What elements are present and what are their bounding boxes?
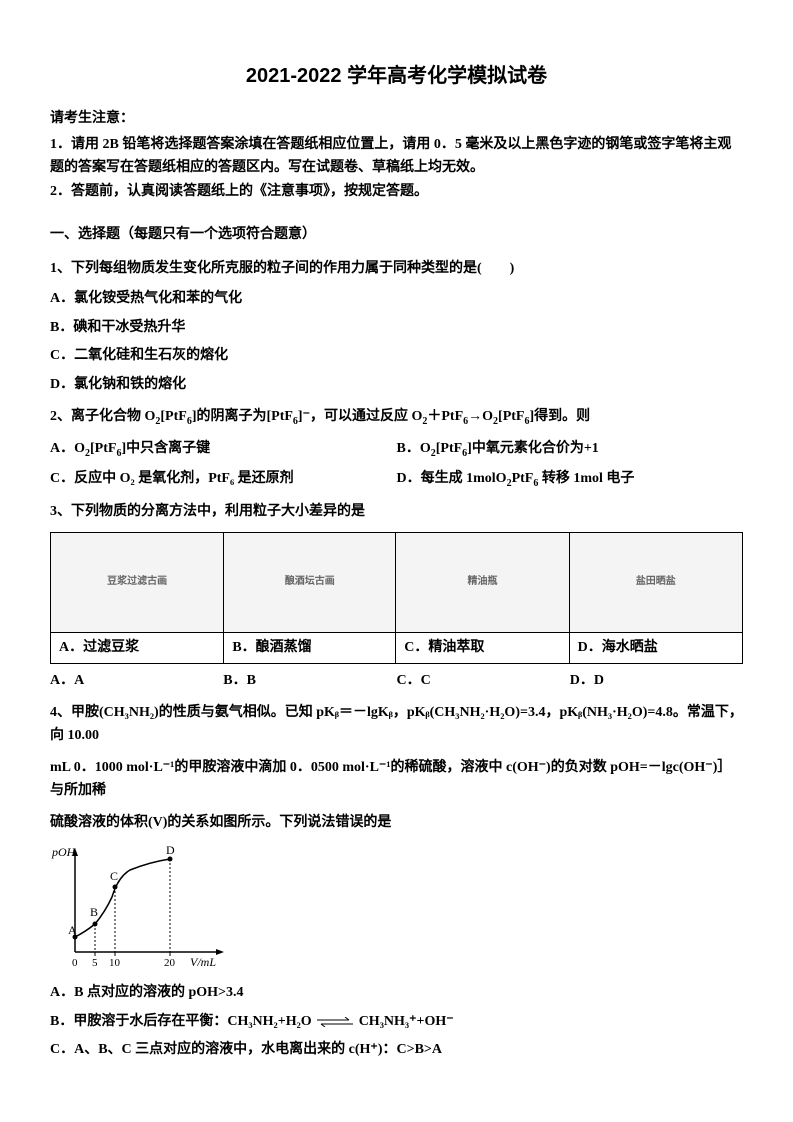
q3-img-b: 酿酒坛古画 xyxy=(224,532,396,632)
q3-table: 豆浆过滤古画 酿酒坛古画 精油瓶 盐田晒盐 A．过滤豆浆 B．酿酒蒸馏 C．精油… xyxy=(50,532,743,664)
q4-opt-c: C．A、B、C 三点对应的溶液中，水电离出来的 c(H⁺)：C>B>A xyxy=(50,1039,743,1061)
q3-img-c: 精油瓶 xyxy=(396,532,569,632)
svg-text:C: C xyxy=(110,869,118,883)
section-1-heading: 一、选择题（每题只有一个选项符合题意） xyxy=(50,224,743,246)
svg-text:D: D xyxy=(166,843,175,857)
svg-text:5: 5 xyxy=(92,957,98,969)
q3-stem: 3、下列物质的分离方法中，利用粒子大小差异的是 xyxy=(50,501,743,523)
notice-item-2: 2．答题前，认真阅读答题纸上的《注意事项》，按规定答题。 xyxy=(50,181,743,203)
q2-row-2: C．反应中 O₂ 是氧化剂，PtF₆ 是还原剂 D．每生成 1molO2PtF6… xyxy=(50,468,743,492)
q4-stem-3: 硫酸溶液的体积(V)的关系如图所示。下列说法错误的是 xyxy=(50,812,743,834)
q2-opt-b: B．O2[PtF6]中氧元素化合价为+1 xyxy=(397,438,744,462)
q3-img-a: 豆浆过滤古画 xyxy=(51,532,224,632)
q3-ans-d: D．D xyxy=(570,670,743,692)
q4-chart: pOH A B C D 0 5 10 20 V/mL xyxy=(50,842,230,972)
svg-text:V/mL: V/mL xyxy=(190,955,216,969)
svg-text:A: A xyxy=(68,923,77,937)
q2-opt-d: D．每生成 1molO2PtF6 转移 1mol 电子 xyxy=(397,468,744,492)
q3-label-a: A．过滤豆浆 xyxy=(51,632,224,663)
q3-label-b: B．酿酒蒸馏 xyxy=(224,632,396,663)
q3-label-d: D．海水晒盐 xyxy=(569,632,742,663)
q4-opt-a: A．B 点对应的溶液的 pOH>3.4 xyxy=(50,982,743,1004)
svg-text:0: 0 xyxy=(72,957,78,969)
q3-answers: A．A B．B C．C D．D xyxy=(50,670,743,692)
q3-label-c: C．精油萃取 xyxy=(396,632,569,663)
svg-text:20: 20 xyxy=(164,957,176,969)
svg-text:pOH: pOH xyxy=(51,845,77,859)
q4-stem-1: 4、甲胺(CH₃NH₂)的性质与氨气相似。已知 pKᵦ＝－lgKᵦ，pKᵦ(CH… xyxy=(50,702,743,747)
q2-stem: 2、离子化合物 O2[PtF6]的阴离子为[PtF6]⁻，可以通过反应 O2＋P… xyxy=(50,406,743,430)
q3-img-d: 盐田晒盐 xyxy=(569,532,742,632)
equilibrium-icon xyxy=(315,1017,355,1027)
q2-opt-a: A．O2[PtF6]中只含离子键 xyxy=(50,438,397,462)
q2-opt-c: C．反应中 O₂ 是氧化剂，PtF₆ 是还原剂 xyxy=(50,468,397,492)
notice-heading: 请考生注意： xyxy=(50,108,743,130)
q2-row-1: A．O2[PtF6]中只含离子键 B．O2[PtF6]中氧元素化合价为+1 xyxy=(50,438,743,462)
q3-ans-c: C．C xyxy=(397,670,570,692)
q3-ans-a: A．A xyxy=(50,670,223,692)
q1-opt-a: A．氯化铵受热气化和苯的气化 xyxy=(50,288,743,310)
q4-stem-2: mL 0．1000 mol·L⁻¹的甲胺溶液中滴加 0．0500 mol·L⁻¹… xyxy=(50,757,743,802)
notice-item-1: 1．请用 2B 铅笔将选择题答案涂填在答题纸相应位置上，请用 0．5 毫米及以上… xyxy=(50,134,743,179)
q1-stem: 1、下列每组物质发生变化所克服的粒子间的作用力属于同种类型的是( ) xyxy=(50,258,743,280)
q1-opt-b: B．碘和干冰受热升华 xyxy=(50,317,743,339)
exam-title: 2021-2022 学年高考化学模拟试卷 xyxy=(50,60,743,92)
q1-opt-d: D．氯化钠和铁的熔化 xyxy=(50,374,743,396)
q4-opt-b: B．甲胺溶于水后存在平衡：CH₃NH₂+H₂O CH₃NH₃⁺+OH⁻ xyxy=(50,1011,743,1033)
q1-opt-c: C．二氧化硅和生石灰的熔化 xyxy=(50,345,743,367)
svg-text:10: 10 xyxy=(109,957,121,969)
svg-text:B: B xyxy=(90,905,98,919)
q3-ans-b: B．B xyxy=(223,670,396,692)
